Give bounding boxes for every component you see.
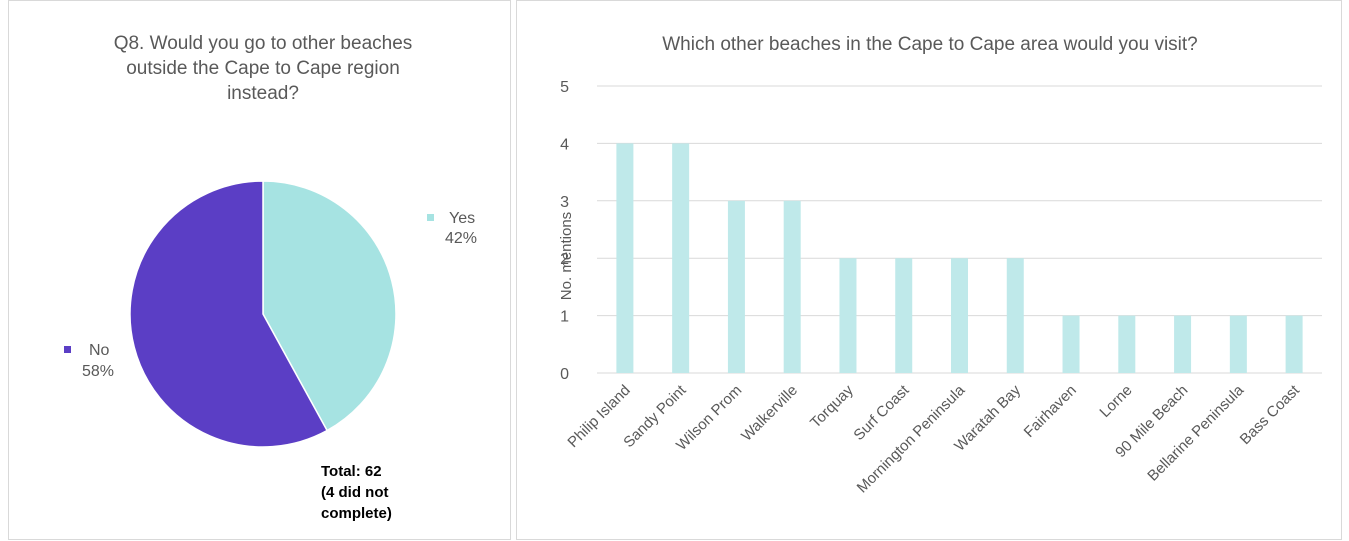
bar-chart-title: Which other beaches in the Cape to Cape … xyxy=(662,34,1197,55)
x-tick-label: Walkerville xyxy=(738,382,801,445)
slice-label-no-percent: 58% xyxy=(82,363,114,380)
bars xyxy=(616,143,1303,373)
bar xyxy=(1006,258,1024,373)
bar xyxy=(727,200,745,373)
pie-slice-no xyxy=(129,180,329,448)
x-tick-label: Torquay xyxy=(807,381,857,431)
x-tick-label: Mornington Peninsula xyxy=(854,381,969,496)
total-annotation-line-3: complete) xyxy=(321,505,392,522)
legend-marker-no xyxy=(64,346,71,353)
bar xyxy=(1062,315,1080,373)
bar xyxy=(1229,315,1247,373)
pie-chart-panel: Q8. Would you go to other beaches outsid… xyxy=(8,0,511,540)
pie-title-line-1: Q8. Would you go to other beaches xyxy=(114,33,413,54)
slice-label-yes-percent: 42% xyxy=(445,230,477,247)
bar xyxy=(1174,315,1192,373)
x-tick-label: Bass Coast xyxy=(1237,381,1304,448)
bar-chart-panel: Which other beaches in the Cape to Cape … xyxy=(516,0,1342,540)
total-annotation-line-1: Total: 62 xyxy=(321,463,382,480)
bar-chart: Which other beaches in the Cape to Cape … xyxy=(558,34,1322,496)
bar xyxy=(783,200,801,373)
pie-chart: Q8. Would you go to other beaches outsid… xyxy=(64,33,477,522)
y-tick-label: 5 xyxy=(560,79,569,96)
total-annotation-line-2: (4 did not xyxy=(321,484,389,501)
bar xyxy=(616,143,634,373)
y-axis-ticks: 0 1 2 3 4 5 xyxy=(560,79,569,383)
y-axis-label: No. mentions xyxy=(558,212,575,300)
grid-lines xyxy=(597,85,1322,374)
x-tick-label: Lorne xyxy=(1096,382,1135,421)
pie-slice-yes xyxy=(262,180,397,432)
y-tick-label: 1 xyxy=(560,309,569,326)
x-tick-label: Fairhaven xyxy=(1021,382,1080,441)
legend-marker-yes xyxy=(427,214,434,221)
pie-title-line-2: outside the Cape to Cape region xyxy=(126,58,400,79)
bar xyxy=(1285,315,1303,373)
bar xyxy=(951,258,968,373)
bar xyxy=(1118,315,1136,373)
bar xyxy=(672,143,690,373)
bar xyxy=(895,258,913,373)
pie-title-line-3: instead? xyxy=(227,83,299,104)
pie-slices xyxy=(129,180,397,448)
y-tick-label: 2 xyxy=(560,251,569,268)
y-tick-label: 4 xyxy=(560,136,569,153)
slice-label-yes-name: Yes xyxy=(449,210,475,227)
bar xyxy=(839,258,857,373)
y-tick-label: 0 xyxy=(560,366,569,383)
slice-label-no-name: No xyxy=(89,342,110,359)
y-tick-label: 3 xyxy=(560,194,569,211)
x-tick-label: Bellarine Peninsula xyxy=(1144,381,1247,484)
